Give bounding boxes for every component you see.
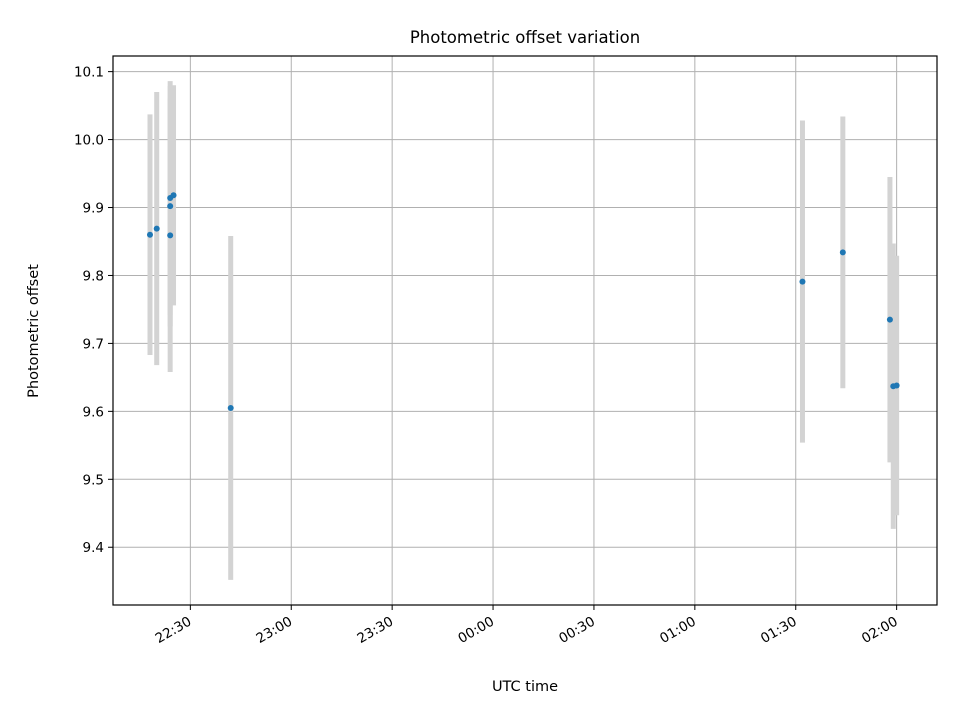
chart-title: Photometric offset variation [410, 28, 640, 47]
plot-frame [112, 55, 938, 606]
data-point [886, 316, 893, 323]
data-point [146, 231, 153, 238]
x-tick-label: 23:30 [354, 614, 396, 647]
y-tick-label: 9.5 [83, 472, 104, 488]
x-tick-label: 02:00 [859, 614, 901, 647]
y-tick-label: 9.7 [83, 336, 104, 352]
x-tick-label: 00:00 [455, 614, 497, 647]
data-point [227, 404, 234, 411]
y-axis-label: Photometric offset [26, 264, 42, 398]
data-point [799, 278, 806, 285]
data-point [170, 192, 177, 199]
y-tick-label: 9.9 [83, 201, 104, 217]
data-point [893, 382, 900, 389]
y-tick-label: 10.0 [74, 133, 104, 149]
y-tick-label: 10.1 [74, 65, 104, 81]
x-tick-label: 22:30 [153, 614, 195, 647]
data-points [146, 192, 900, 411]
grid [113, 56, 937, 605]
y-tick-label: 9.6 [83, 404, 104, 420]
y-tick-label: 9.8 [83, 268, 104, 284]
data-point [167, 232, 174, 239]
y-tick-label: 9.4 [83, 540, 104, 556]
x-tick-label: 01:30 [758, 614, 800, 647]
data-point [153, 225, 160, 232]
x-axis-ticks: 22:30 23:00 23:30 00:00 00:30 01:00 01:30 02:00 [153, 605, 901, 647]
x-tick-label: 00:30 [556, 614, 598, 647]
x-tick-label: 23:00 [254, 614, 296, 647]
error-bars [147, 81, 900, 580]
data-point [167, 203, 174, 210]
data-point [839, 249, 846, 256]
x-axis-label: UTC time [492, 679, 558, 695]
x-tick-label: 01:00 [657, 614, 699, 647]
y-axis-ticks: 9.4 9.5 9.6 9.7 9.8 9.9 10.0 10.1 [74, 65, 113, 556]
